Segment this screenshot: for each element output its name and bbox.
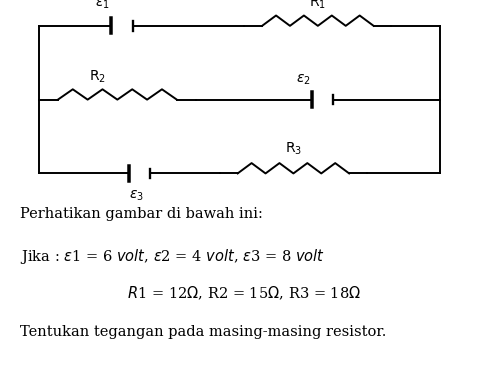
Text: $R$1 = 12$\Omega$, R2 = 15$\Omega$, R3 = 18$\Omega$: $R$1 = 12$\Omega$, R2 = 15$\Omega$, R3 =… <box>127 284 361 301</box>
Text: R$_1$: R$_1$ <box>309 0 325 11</box>
Text: Perhatikan gambar di bawah ini:: Perhatikan gambar di bawah ini: <box>20 207 262 221</box>
Text: Jika : $\varepsilon$1 = 6 $volt$, $\varepsilon$2 = 4 $volt$, $\varepsilon$3 = 8 : Jika : $\varepsilon$1 = 6 $volt$, $\vare… <box>20 247 324 266</box>
Text: $\varepsilon_3$: $\varepsilon_3$ <box>129 188 144 203</box>
Text: $\varepsilon_2$: $\varepsilon_2$ <box>295 72 310 87</box>
Text: R$_3$: R$_3$ <box>284 141 302 157</box>
Text: Tentukan tegangan pada masing-masing resistor.: Tentukan tegangan pada masing-masing res… <box>20 325 385 339</box>
Text: R$_2$: R$_2$ <box>89 69 106 85</box>
Text: $\varepsilon_1$: $\varepsilon_1$ <box>95 0 110 11</box>
